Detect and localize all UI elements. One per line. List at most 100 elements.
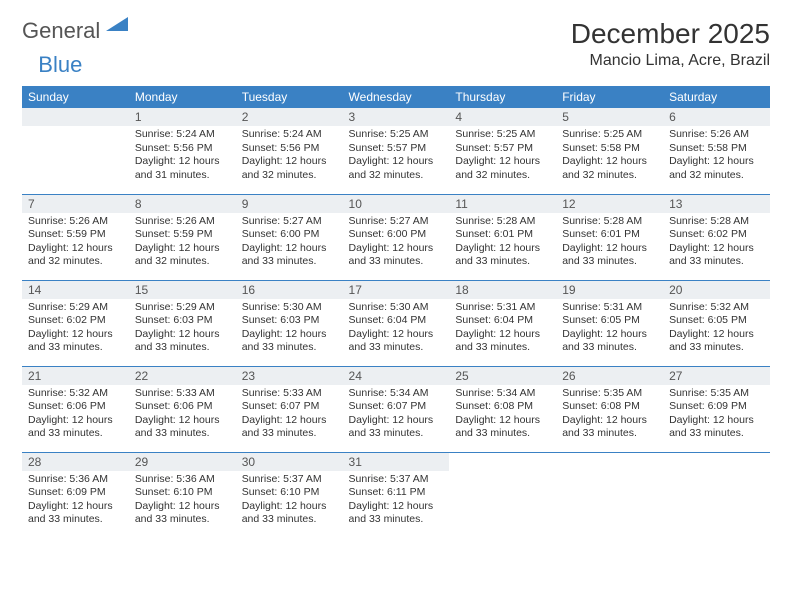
day-number: 14 [22,281,129,299]
day-info: Sunrise: 5:36 AMSunset: 6:10 PMDaylight:… [129,471,236,532]
day-info: Sunrise: 5:28 AMSunset: 6:02 PMDaylight:… [663,213,770,274]
day-info: Sunrise: 5:26 AMSunset: 5:59 PMDaylight:… [22,213,129,274]
calendar-cell: 18Sunrise: 5:31 AMSunset: 6:04 PMDayligh… [449,280,556,366]
day-number: 10 [343,195,450,213]
calendar-cell: 4Sunrise: 5:25 AMSunset: 5:57 PMDaylight… [449,108,556,194]
calendar-cell: 2Sunrise: 5:24 AMSunset: 5:56 PMDaylight… [236,108,343,194]
day-info: Sunrise: 5:35 AMSunset: 6:08 PMDaylight:… [556,385,663,446]
day-number: 21 [22,367,129,385]
weekday-header: Friday [556,86,663,108]
day-number: 18 [449,281,556,299]
day-info: Sunrise: 5:25 AMSunset: 5:58 PMDaylight:… [556,126,663,187]
calendar-cell: 5Sunrise: 5:25 AMSunset: 5:58 PMDaylight… [556,108,663,194]
day-number: 11 [449,195,556,213]
day-info: Sunrise: 5:29 AMSunset: 6:02 PMDaylight:… [22,299,129,360]
weekday-header: Monday [129,86,236,108]
calendar-cell: 20Sunrise: 5:32 AMSunset: 6:05 PMDayligh… [663,280,770,366]
day-info: Sunrise: 5:25 AMSunset: 5:57 PMDaylight:… [449,126,556,187]
calendar-week-row: 1Sunrise: 5:24 AMSunset: 5:56 PMDaylight… [22,108,770,194]
day-number: 17 [343,281,450,299]
calendar-cell: 23Sunrise: 5:33 AMSunset: 6:07 PMDayligh… [236,366,343,452]
calendar-cell: 25Sunrise: 5:34 AMSunset: 6:08 PMDayligh… [449,366,556,452]
calendar-cell [449,452,556,538]
calendar-week-row: 21Sunrise: 5:32 AMSunset: 6:06 PMDayligh… [22,366,770,452]
day-number: 31 [343,453,450,471]
weekday-header-row: Sunday Monday Tuesday Wednesday Thursday… [22,86,770,108]
weekday-header: Wednesday [343,86,450,108]
day-info: Sunrise: 5:30 AMSunset: 6:03 PMDaylight:… [236,299,343,360]
calendar-cell: 31Sunrise: 5:37 AMSunset: 6:11 PMDayligh… [343,452,450,538]
day-number: 24 [343,367,450,385]
day-number: 25 [449,367,556,385]
day-info: Sunrise: 5:27 AMSunset: 6:00 PMDaylight:… [236,213,343,274]
day-info: Sunrise: 5:24 AMSunset: 5:56 PMDaylight:… [236,126,343,187]
calendar-cell: 29Sunrise: 5:36 AMSunset: 6:10 PMDayligh… [129,452,236,538]
calendar-cell: 14Sunrise: 5:29 AMSunset: 6:02 PMDayligh… [22,280,129,366]
day-info: Sunrise: 5:34 AMSunset: 6:07 PMDaylight:… [343,385,450,446]
calendar-cell: 7Sunrise: 5:26 AMSunset: 5:59 PMDaylight… [22,194,129,280]
logo-triangle-icon [106,15,130,38]
day-number: 5 [556,108,663,126]
calendar-cell: 9Sunrise: 5:27 AMSunset: 6:00 PMDaylight… [236,194,343,280]
calendar-cell [663,452,770,538]
day-info: Sunrise: 5:28 AMSunset: 6:01 PMDaylight:… [449,213,556,274]
calendar-cell: 27Sunrise: 5:35 AMSunset: 6:09 PMDayligh… [663,366,770,452]
weekday-header: Sunday [22,86,129,108]
day-number: 23 [236,367,343,385]
calendar-cell: 3Sunrise: 5:25 AMSunset: 5:57 PMDaylight… [343,108,450,194]
day-number: 7 [22,195,129,213]
day-number: 9 [236,195,343,213]
day-number: 20 [663,281,770,299]
day-info: Sunrise: 5:24 AMSunset: 5:56 PMDaylight:… [129,126,236,187]
day-info: Sunrise: 5:37 AMSunset: 6:11 PMDaylight:… [343,471,450,532]
calendar-table: Sunday Monday Tuesday Wednesday Thursday… [22,86,770,538]
calendar-cell: 28Sunrise: 5:36 AMSunset: 6:09 PMDayligh… [22,452,129,538]
calendar-cell: 21Sunrise: 5:32 AMSunset: 6:06 PMDayligh… [22,366,129,452]
day-number: 15 [129,281,236,299]
day-number: 12 [556,195,663,213]
day-info: Sunrise: 5:34 AMSunset: 6:08 PMDaylight:… [449,385,556,446]
day-number: 13 [663,195,770,213]
calendar-cell: 11Sunrise: 5:28 AMSunset: 6:01 PMDayligh… [449,194,556,280]
calendar-cell [22,108,129,194]
day-number: 2 [236,108,343,126]
day-number: 16 [236,281,343,299]
location: Mancio Lima, Acre, Brazil [571,52,770,70]
day-info: Sunrise: 5:26 AMSunset: 5:59 PMDaylight:… [129,213,236,274]
day-info: Sunrise: 5:28 AMSunset: 6:01 PMDaylight:… [556,213,663,274]
day-number: 27 [663,367,770,385]
day-info: Sunrise: 5:31 AMSunset: 6:04 PMDaylight:… [449,299,556,360]
calendar-cell: 19Sunrise: 5:31 AMSunset: 6:05 PMDayligh… [556,280,663,366]
day-number: 28 [22,453,129,471]
calendar-cell: 16Sunrise: 5:30 AMSunset: 6:03 PMDayligh… [236,280,343,366]
calendar-cell: 26Sunrise: 5:35 AMSunset: 6:08 PMDayligh… [556,366,663,452]
day-info: Sunrise: 5:29 AMSunset: 6:03 PMDaylight:… [129,299,236,360]
calendar-cell: 30Sunrise: 5:37 AMSunset: 6:10 PMDayligh… [236,452,343,538]
day-number: 3 [343,108,450,126]
calendar-week-row: 7Sunrise: 5:26 AMSunset: 5:59 PMDaylight… [22,194,770,280]
day-number: 26 [556,367,663,385]
calendar-cell: 15Sunrise: 5:29 AMSunset: 6:03 PMDayligh… [129,280,236,366]
weekday-header: Tuesday [236,86,343,108]
day-info: Sunrise: 5:30 AMSunset: 6:04 PMDaylight:… [343,299,450,360]
month-title: December 2025 [571,18,770,50]
day-number: 8 [129,195,236,213]
day-number: 29 [129,453,236,471]
calendar-cell [556,452,663,538]
day-info: Sunrise: 5:36 AMSunset: 6:09 PMDaylight:… [22,471,129,532]
calendar-cell: 12Sunrise: 5:28 AMSunset: 6:01 PMDayligh… [556,194,663,280]
day-info: Sunrise: 5:33 AMSunset: 6:06 PMDaylight:… [129,385,236,446]
day-info: Sunrise: 5:25 AMSunset: 5:57 PMDaylight:… [343,126,450,187]
day-info: Sunrise: 5:31 AMSunset: 6:05 PMDaylight:… [556,299,663,360]
day-info: Sunrise: 5:33 AMSunset: 6:07 PMDaylight:… [236,385,343,446]
day-info: Sunrise: 5:32 AMSunset: 6:06 PMDaylight:… [22,385,129,446]
day-number: 30 [236,453,343,471]
calendar-cell: 24Sunrise: 5:34 AMSunset: 6:07 PMDayligh… [343,366,450,452]
calendar-cell: 1Sunrise: 5:24 AMSunset: 5:56 PMDaylight… [129,108,236,194]
logo: General [22,18,132,44]
logo-text-blue: Blue [38,52,82,78]
day-number: 19 [556,281,663,299]
day-number: 22 [129,367,236,385]
day-number: 6 [663,108,770,126]
calendar-cell: 10Sunrise: 5:27 AMSunset: 6:00 PMDayligh… [343,194,450,280]
